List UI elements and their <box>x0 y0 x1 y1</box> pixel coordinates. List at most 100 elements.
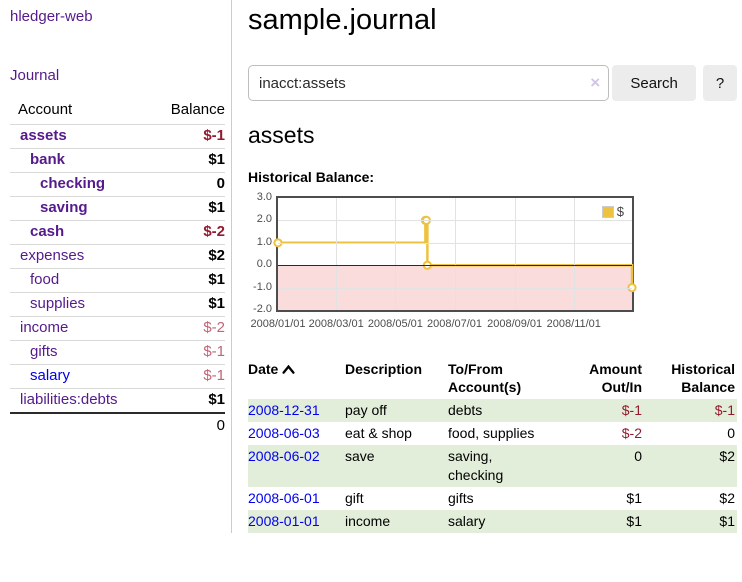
gridline-vertical <box>573 198 575 310</box>
account-link-gifts[interactable]: gifts <box>30 343 58 360</box>
page-title: sample.journal <box>248 4 437 36</box>
gridline-vertical <box>514 198 516 310</box>
register-cell-balance: $1 <box>719 513 735 529</box>
legend-label: $ <box>616 204 624 219</box>
x-axis-tick-label: 2008/09/01 <box>487 318 543 330</box>
account-link-expenses[interactable]: expenses <box>20 247 85 264</box>
account-balance: $-1 <box>203 127 225 144</box>
zero-line <box>278 265 632 267</box>
register-row: 2008-01-01 income salary $1 $1 <box>248 510 737 533</box>
account-link-liabilities-debts[interactable]: liabilities:debts <box>20 391 118 408</box>
account-balance: $-2 <box>203 223 225 240</box>
y-axis-tick-label: 0.0 <box>256 258 272 271</box>
register-row: 2008-12-31 pay off debts $-1 $-1 <box>248 399 737 422</box>
register-header-date-label: Date <box>248 361 279 377</box>
account-link-supplies[interactable]: supplies <box>30 295 86 312</box>
account-balance: $1 <box>208 151 225 168</box>
accounts-table: Account Balance assets $-1 bank $1 checking 0… <box>10 98 225 438</box>
account-link-bank[interactable]: bank <box>30 151 66 168</box>
balance-chart: $ 2008/01/01 2008/03/01 2008/05/01 2008/07/… <box>248 192 737 336</box>
sidebar: hledger-web Journal Account Balance asse… <box>0 0 232 533</box>
account-balance: $1 <box>208 271 225 288</box>
account-link-salary[interactable]: salary <box>30 367 71 384</box>
account-balance: 0 <box>216 175 225 192</box>
register-table: Date Description To/From Account(s) Amou… <box>248 358 737 533</box>
accounts-header-balance: Balance <box>170 101 225 118</box>
gridline-horizontal <box>278 220 632 222</box>
register-row: 2008-06-03 eat & shop food, supplies $-2 0 <box>248 422 737 445</box>
register-row: 2008-06-02 save saving, checking 0 $2 <box>248 445 737 487</box>
x-axis-tick-label: 2008/11/01 <box>546 318 601 330</box>
register-cell-description: save <box>345 448 375 464</box>
account-link-checking[interactable]: checking <box>40 175 106 192</box>
gridline-horizontal <box>278 287 632 289</box>
clear-search-icon[interactable]: × <box>590 73 601 93</box>
chart-plot[interactable]: $ <box>273 196 637 312</box>
register-cell-accounts: food, supplies <box>448 425 535 441</box>
account-row: cash $-2 <box>10 220 225 244</box>
register-cell-accounts: salary <box>448 513 486 529</box>
register-header-amount: Amount Out/In <box>589 361 642 395</box>
register-cell-amount: 0 <box>634 448 642 464</box>
register-cell-date: 2008-06-03 <box>248 422 345 445</box>
x-axis-tick-label: 2008/03/01 <box>308 318 364 330</box>
account-row: assets $-1 <box>10 124 225 148</box>
sort-ascending-icon <box>282 361 295 379</box>
accounts-header-account: Account <box>18 101 73 118</box>
register-date-link[interactable]: 2008-06-02 <box>248 448 320 464</box>
chart-title: Historical Balance: <box>248 169 375 185</box>
register-cell-date: 2008-12-31 <box>248 399 345 422</box>
register-cell-amount: $-2 <box>621 425 642 441</box>
account-row: checking 0 <box>10 172 225 196</box>
account-row: saving $1 <box>10 196 225 220</box>
register-cell-balance: $-1 <box>714 402 735 418</box>
account-row: expenses $2 <box>10 244 225 268</box>
x-axis-tick-label: 2008/01/01 <box>250 318 306 330</box>
account-row: food $1 <box>10 268 225 292</box>
account-row: supplies $1 <box>10 292 225 316</box>
y-axis-tick-label: -2.0 <box>253 303 272 315</box>
register-cell-date: 2008-01-01 <box>248 510 345 533</box>
register-date-link[interactable]: 2008-06-01 <box>248 490 320 506</box>
y-axis-tick-label: 2.0 <box>256 213 272 226</box>
app-window: hledger-web Journal Account Balance asse… <box>0 0 742 533</box>
account-link-cash[interactable]: cash <box>30 223 65 240</box>
register-cell-amount: $-1 <box>621 402 642 418</box>
register-date-link[interactable]: 2008-06-03 <box>248 425 320 441</box>
account-link-income[interactable]: income <box>20 319 69 336</box>
sidebar-item-journal[interactable]: Journal <box>10 67 60 84</box>
register-header-date[interactable]: Date <box>248 358 345 399</box>
account-row: income $-2 <box>10 316 225 340</box>
account-balance: $1 <box>208 295 225 312</box>
search-input[interactable] <box>248 65 610 101</box>
account-link-saving[interactable]: saving <box>40 199 88 216</box>
register-date-link[interactable]: 2008-12-31 <box>248 402 320 418</box>
account-heading: assets <box>248 122 315 148</box>
register-cell-description: income <box>345 513 391 529</box>
account-balance: $-2 <box>203 319 225 336</box>
accounts-total-row: 0 <box>10 412 225 438</box>
account-row: liabilities:debts $1 <box>10 388 225 412</box>
main-content: sample.journal × Search ? assets Histori… <box>232 0 742 533</box>
brand-link[interactable]: hledger-web <box>10 8 93 25</box>
account-row: bank $1 <box>10 148 225 172</box>
search-row: × Search ? <box>248 65 737 101</box>
chart-legend: $ <box>599 203 626 220</box>
x-axis-tick-label: 2008/05/01 <box>367 318 423 330</box>
gridline-horizontal <box>278 242 632 244</box>
help-button[interactable]: ? <box>703 65 737 101</box>
search-button[interactable]: Search <box>612 65 697 101</box>
register-cell-description: eat & shop <box>345 425 412 441</box>
account-balance: $1 <box>208 391 225 408</box>
register-cell-description: pay off <box>345 402 387 418</box>
register-cell-accounts: saving, checking <box>448 448 504 483</box>
account-link-assets[interactable]: assets <box>20 127 67 144</box>
register-cell-amount: $1 <box>626 513 642 529</box>
legend-swatch-icon <box>601 205 614 218</box>
account-link-food[interactable]: food <box>30 271 60 288</box>
gridline-vertical <box>336 198 338 310</box>
register-cell-accounts: debts <box>448 402 483 418</box>
register-date-link[interactable]: 2008-01-01 <box>248 513 320 529</box>
account-row: gifts $-1 <box>10 340 225 364</box>
account-balance: $1 <box>208 199 225 216</box>
